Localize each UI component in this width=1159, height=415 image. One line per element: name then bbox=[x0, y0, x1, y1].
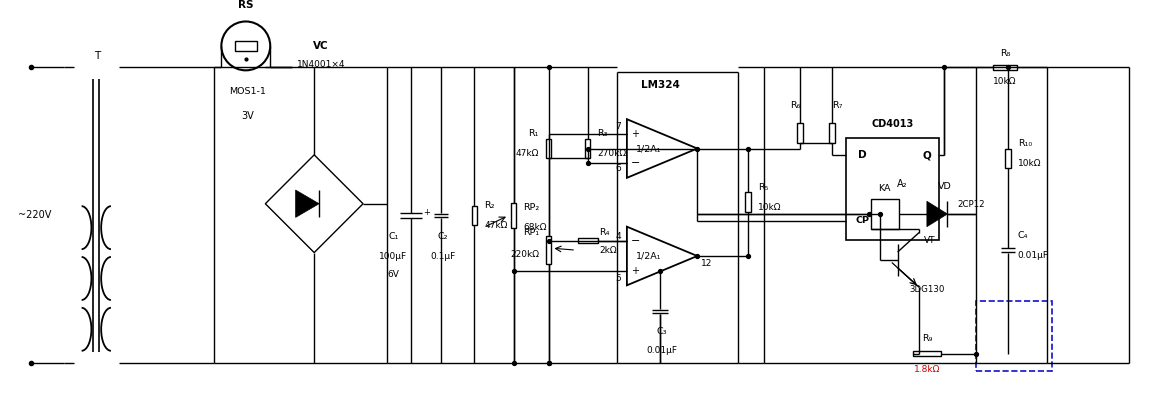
Text: RP₁: RP₁ bbox=[523, 228, 539, 237]
Text: +: + bbox=[630, 266, 639, 276]
Text: C₃: C₃ bbox=[657, 327, 668, 336]
Bar bbox=[745, 193, 751, 212]
Text: C₄: C₄ bbox=[1018, 231, 1028, 240]
Text: 6: 6 bbox=[615, 164, 621, 173]
Bar bbox=[913, 351, 941, 356]
Text: T: T bbox=[94, 51, 101, 61]
Polygon shape bbox=[927, 201, 947, 227]
Text: 0.1μF: 0.1μF bbox=[430, 252, 455, 261]
Bar bbox=[472, 206, 478, 225]
Text: 47kΩ: 47kΩ bbox=[484, 221, 508, 230]
Bar bbox=[546, 139, 552, 158]
Text: Q: Q bbox=[923, 150, 932, 160]
Text: VD: VD bbox=[938, 182, 952, 191]
Bar bbox=[976, 301, 1052, 371]
Text: 3V: 3V bbox=[241, 111, 254, 121]
Text: VT: VT bbox=[924, 236, 935, 245]
Text: R₅: R₅ bbox=[758, 183, 768, 192]
Text: 1/2A₁: 1/2A₁ bbox=[635, 251, 661, 261]
Text: 12: 12 bbox=[701, 259, 713, 269]
Text: 5: 5 bbox=[615, 274, 621, 283]
Text: MOS1-1: MOS1-1 bbox=[229, 87, 267, 96]
Text: D: D bbox=[858, 150, 866, 160]
Text: +: + bbox=[630, 129, 639, 139]
Text: +: + bbox=[424, 208, 430, 217]
Bar bbox=[872, 199, 898, 229]
Polygon shape bbox=[296, 190, 319, 217]
Bar bbox=[585, 139, 590, 158]
Text: −: − bbox=[630, 237, 640, 247]
Text: −: − bbox=[630, 158, 640, 168]
Text: 10kΩ: 10kΩ bbox=[993, 77, 1016, 85]
Bar bbox=[846, 138, 939, 240]
Bar bbox=[1005, 149, 1011, 168]
Text: R₂: R₂ bbox=[484, 201, 495, 210]
Text: 220kΩ: 220kΩ bbox=[510, 249, 539, 259]
Text: 270kΩ: 270kΩ bbox=[598, 149, 627, 158]
Text: R₁₀: R₁₀ bbox=[1018, 139, 1032, 148]
Text: KA: KA bbox=[879, 184, 891, 193]
Text: RP₂: RP₂ bbox=[524, 203, 540, 212]
Text: 10kΩ: 10kΩ bbox=[758, 203, 781, 212]
Bar bbox=[797, 123, 802, 143]
Bar bbox=[578, 238, 598, 243]
Text: 6V: 6V bbox=[387, 270, 400, 278]
Text: R₄: R₄ bbox=[599, 228, 610, 237]
Text: R₆: R₆ bbox=[789, 101, 800, 110]
Text: 10kΩ: 10kΩ bbox=[1018, 159, 1041, 168]
Text: 0.01μF: 0.01μF bbox=[647, 346, 678, 355]
Text: CD4013: CD4013 bbox=[872, 119, 913, 129]
Bar bbox=[546, 237, 552, 264]
Text: 7: 7 bbox=[615, 122, 621, 131]
Text: C₁: C₁ bbox=[388, 232, 399, 242]
Text: 100μF: 100μF bbox=[379, 252, 408, 261]
Text: LM324: LM324 bbox=[641, 80, 679, 90]
Text: 0.01μF: 0.01μF bbox=[1018, 251, 1049, 259]
Text: 4: 4 bbox=[615, 232, 621, 241]
Text: R₃: R₃ bbox=[598, 129, 608, 138]
Text: C₂: C₂ bbox=[438, 232, 449, 242]
Text: RS: RS bbox=[238, 0, 254, 10]
Text: R₉: R₉ bbox=[921, 334, 932, 343]
Text: 3DG130: 3DG130 bbox=[910, 285, 945, 294]
Text: A₂: A₂ bbox=[897, 179, 907, 189]
Text: 47kΩ: 47kΩ bbox=[516, 149, 539, 158]
Bar bbox=[830, 123, 834, 143]
Text: R₁: R₁ bbox=[529, 129, 539, 138]
Text: ~220V: ~220V bbox=[19, 210, 51, 220]
Text: 68kΩ: 68kΩ bbox=[524, 223, 547, 232]
Text: 1/2A₁: 1/2A₁ bbox=[635, 144, 661, 153]
Text: VC: VC bbox=[313, 41, 329, 51]
Text: 2CP12: 2CP12 bbox=[957, 200, 985, 209]
Bar bbox=[511, 203, 516, 228]
Text: 2kΩ: 2kΩ bbox=[599, 246, 617, 255]
Text: R₈: R₈ bbox=[1000, 49, 1011, 58]
Text: CP: CP bbox=[855, 216, 869, 225]
Bar bbox=[993, 65, 1018, 70]
Text: 1.8kΩ: 1.8kΩ bbox=[913, 365, 940, 374]
Text: 1N4001×4: 1N4001×4 bbox=[297, 60, 345, 69]
Text: R₇: R₇ bbox=[832, 101, 843, 110]
Bar bbox=[235, 41, 256, 51]
